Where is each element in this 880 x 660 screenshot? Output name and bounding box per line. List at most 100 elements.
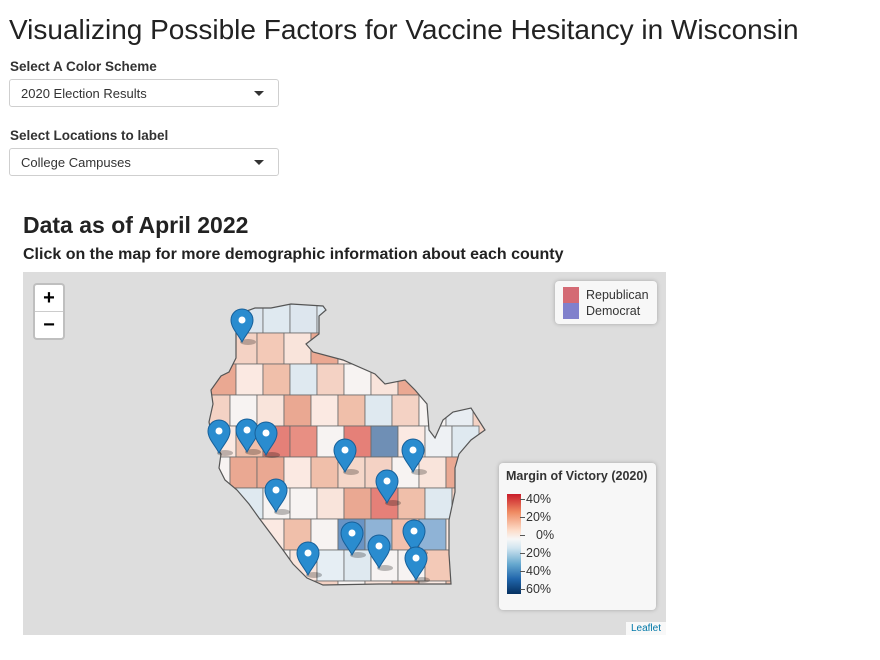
county[interactable]: [424, 363, 453, 396]
county[interactable]: [364, 394, 393, 427]
map-pin-icon[interactable]: [207, 419, 233, 456]
county[interactable]: [229, 518, 258, 551]
leaflet-attribution-link[interactable]: Leaflet: [625, 622, 666, 635]
county[interactable]: [397, 302, 426, 334]
chevron-down-icon: [254, 160, 264, 165]
county[interactable]: [283, 580, 312, 612]
map-pin-icon[interactable]: [296, 541, 322, 578]
county[interactable]: [391, 332, 420, 365]
county[interactable]: [262, 363, 291, 396]
margin-tick-label: 20%: [526, 510, 552, 524]
margin-tick-label: 40%: [526, 564, 552, 578]
county[interactable]: [235, 363, 264, 396]
county[interactable]: [337, 580, 366, 612]
county[interactable]: [445, 456, 474, 489]
county[interactable]: [451, 363, 480, 396]
county[interactable]: [451, 487, 480, 520]
county[interactable]: [203, 580, 231, 612]
county[interactable]: [343, 549, 372, 582]
color-scheme-select[interactable]: 2020 Election Results: [9, 79, 279, 107]
county[interactable]: [424, 549, 453, 582]
map-pin-icon[interactable]: [230, 308, 256, 345]
county[interactable]: [283, 456, 312, 489]
county[interactable]: [203, 332, 231, 365]
map-subheading: Click on the map for more demographic in…: [23, 246, 564, 263]
county[interactable]: [203, 456, 231, 489]
map-pin-icon[interactable]: [333, 438, 359, 475]
county[interactable]: [418, 332, 447, 365]
map-pin-icon[interactable]: [375, 469, 401, 506]
margin-tick-label: 40%: [526, 492, 552, 506]
county[interactable]: [289, 425, 318, 458]
county[interactable]: [343, 487, 372, 520]
county[interactable]: [370, 302, 399, 334]
county[interactable]: [256, 580, 285, 612]
county[interactable]: [445, 518, 474, 551]
legend-item-democrat: Democrat: [563, 303, 640, 319]
county[interactable]: [418, 580, 447, 612]
county[interactable]: [283, 332, 312, 365]
county[interactable]: [316, 302, 345, 334]
locations-value: College Campuses: [21, 155, 131, 170]
county[interactable]: [370, 363, 399, 396]
county[interactable]: [343, 363, 372, 396]
county[interactable]: [310, 580, 339, 612]
county[interactable]: [209, 363, 237, 396]
county[interactable]: [229, 580, 258, 612]
county[interactable]: [283, 394, 312, 427]
county[interactable]: [451, 425, 480, 458]
legend-item-republican: Republican: [563, 287, 649, 303]
county[interactable]: [289, 302, 318, 334]
locations-select[interactable]: College Campuses: [9, 148, 279, 176]
county[interactable]: [337, 394, 366, 427]
county[interactable]: [451, 549, 480, 582]
map-pin-icon[interactable]: [367, 534, 393, 571]
map-pin-icon[interactable]: [340, 521, 366, 558]
zoom-out-button[interactable]: −: [35, 311, 63, 338]
county[interactable]: [397, 363, 426, 396]
zoom-in-button[interactable]: +: [43, 287, 55, 309]
color-scheme-label: Select A Color Scheme: [10, 59, 157, 74]
wisconsin-county-map[interactable]: [23, 272, 666, 635]
color-scheme-value: 2020 Election Results: [21, 86, 147, 101]
map-pin-icon[interactable]: [254, 421, 280, 458]
county[interactable]: [262, 302, 291, 334]
county[interactable]: [370, 425, 399, 458]
county[interactable]: [343, 302, 372, 334]
democrat-swatch: [563, 303, 579, 319]
county[interactable]: [203, 518, 231, 551]
county[interactable]: [424, 487, 453, 520]
county[interactable]: [310, 394, 339, 427]
county[interactable]: [289, 363, 318, 396]
legend-label-democrat: Democrat: [586, 304, 641, 318]
county[interactable]: [445, 580, 474, 612]
county[interactable]: [229, 456, 258, 489]
county[interactable]: [445, 332, 474, 365]
map-pin-icon[interactable]: [235, 418, 261, 455]
county[interactable]: [235, 549, 264, 582]
county[interactable]: [209, 549, 237, 582]
county[interactable]: [316, 363, 345, 396]
county[interactable]: [364, 332, 393, 365]
party-legend: Republican Democrat: [555, 281, 657, 324]
county[interactable]: [418, 456, 447, 489]
map-pin-icon[interactable]: [264, 478, 290, 515]
county[interactable]: [316, 487, 345, 520]
county[interactable]: [256, 332, 285, 365]
county[interactable]: [397, 487, 426, 520]
county[interactable]: [424, 302, 453, 334]
county[interactable]: [391, 394, 420, 427]
county[interactable]: [391, 580, 420, 612]
locations-label: Select Locations to label: [10, 128, 169, 143]
margin-tick-label: 0%: [536, 528, 555, 542]
county[interactable]: [289, 487, 318, 520]
page-title: Visualizing Possible Factors for Vaccine…: [9, 14, 799, 45]
county[interactable]: [364, 580, 393, 612]
map-container[interactable]: + − Republican Democrat Margin of Victor…: [23, 272, 666, 635]
county[interactable]: [256, 394, 285, 427]
county[interactable]: [310, 456, 339, 489]
map-pin-icon[interactable]: [401, 438, 427, 475]
map-pin-icon[interactable]: [404, 546, 430, 583]
county[interactable]: [451, 302, 480, 334]
county[interactable]: [209, 487, 237, 520]
